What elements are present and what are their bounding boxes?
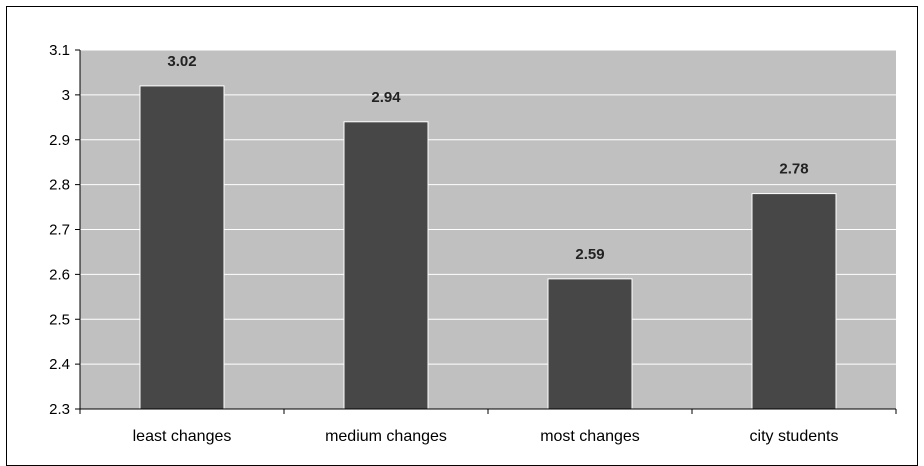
data-label: 2.59 [575, 246, 604, 263]
y-tick-label: 2.5 [49, 311, 70, 328]
y-tick-label: 2.7 [49, 222, 70, 239]
data-label: 2.78 [779, 161, 808, 178]
x-tick-label: medium changes [325, 428, 447, 445]
y-tick-label: 2.8 [49, 177, 70, 194]
plot-area: 2.3 2.4 2.5 2.6 2.7 2.8 2.9 3 3.1 3.02 least chang… [49, 42, 897, 445]
y-tick-label: 3.1 [49, 42, 70, 59]
bar [343, 121, 429, 410]
x-tick-label: most changes [540, 428, 640, 445]
x-tick-label: city students [750, 428, 839, 445]
data-label: 3.02 [167, 53, 196, 70]
bar [139, 85, 225, 410]
y-tick-label: 2.3 [49, 401, 70, 418]
x-tick-label: least changes [133, 428, 232, 445]
y-tick-label: 2.9 [49, 132, 70, 149]
y-tick-label: 2.4 [49, 356, 70, 373]
y-tick-label: 2.6 [49, 266, 70, 283]
bar [751, 193, 837, 410]
y-tick-label: 3 [62, 87, 70, 104]
bar [547, 278, 633, 410]
data-label: 2.94 [371, 89, 401, 106]
